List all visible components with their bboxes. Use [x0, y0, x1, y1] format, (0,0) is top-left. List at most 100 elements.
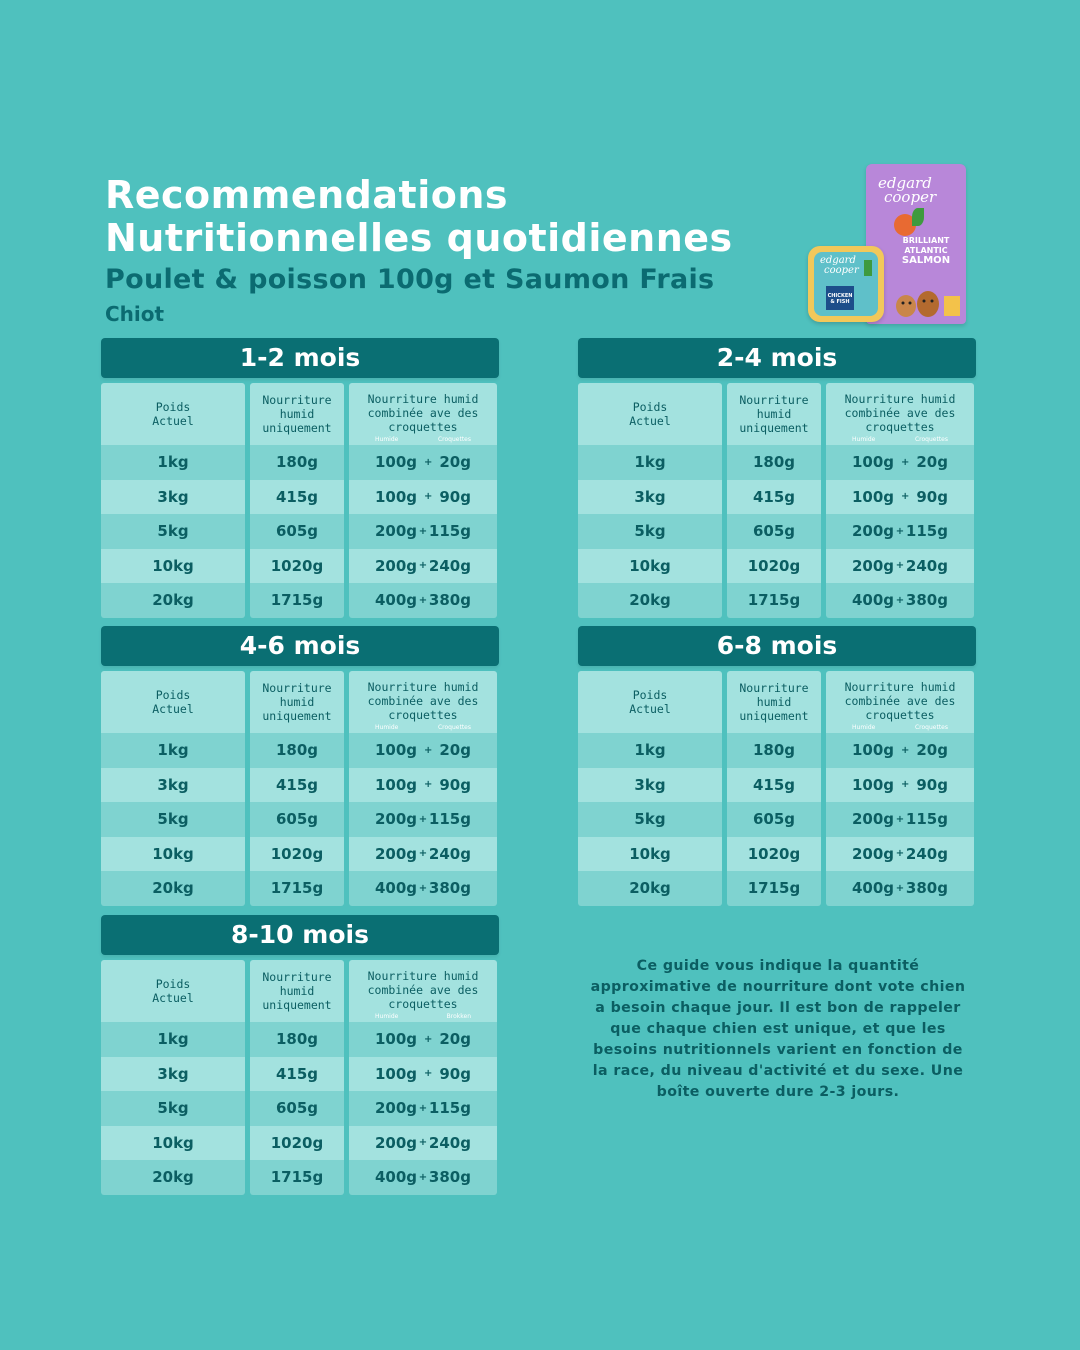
combined-dry-amount: 240g — [428, 1133, 471, 1152]
wet-only-column: Nourriture humid uniquement 180g 415g 605g 102… — [250, 671, 344, 906]
bag-brand-logo: edgard cooper — [878, 174, 937, 206]
combined-wet-amount: 400g — [852, 591, 895, 610]
combined-column: Nourriture humid combinée ave des croquett… — [349, 671, 497, 906]
weight-cell: 1kg — [101, 445, 245, 480]
weight-cell: 5kg — [101, 1091, 245, 1126]
wet-only-cell: 415g — [727, 479, 821, 514]
title-line-2: Nutritionnelles quotidiennes — [105, 216, 733, 260]
age-range-title: 8-10 mois — [101, 915, 499, 955]
combined-cell: 100g +90g — [349, 767, 497, 802]
plus-sign: + — [418, 1171, 428, 1183]
plus-sign: + — [418, 1137, 428, 1149]
guide-note: Ce guide vous indique la quantité approx… — [590, 958, 966, 1100]
wet-only-cell: 180g — [727, 733, 821, 768]
weight-cell: 1kg — [578, 445, 722, 480]
combined-cell: 200g +240g — [349, 1125, 497, 1160]
combined-sub-labels: Humide Croquettes — [375, 436, 471, 444]
weight-cell: 10kg — [101, 548, 245, 583]
combined-cell: 100g +20g — [826, 445, 974, 480]
combined-dry-amount: 240g — [905, 556, 948, 575]
weight-cell: 20kg — [101, 583, 245, 618]
combined-cell: 200g +115g — [349, 514, 497, 549]
plus-sign: + — [895, 525, 905, 537]
combined-wet-amount: 200g — [852, 556, 895, 575]
combined-wet-amount: 100g — [375, 775, 418, 794]
combined-wet-amount: 100g — [375, 1064, 418, 1083]
combined-dry-amount: 20g — [439, 741, 471, 760]
plus-sign: + — [424, 744, 433, 756]
combined-cell: 400g +380g — [349, 583, 497, 618]
combined-wet-amount: 100g — [375, 453, 418, 472]
dry-sub-label: Brokken — [446, 1013, 471, 1020]
wet-only-column: Nourriture humid uniquement 180g 415g 605g 102… — [250, 383, 344, 618]
plus-sign: + — [424, 1068, 433, 1080]
weight-cell: 5kg — [578, 514, 722, 549]
weight-column-header: Poids Actuel — [101, 383, 245, 445]
wet-only-cell: 415g — [250, 1056, 344, 1091]
wet-only-cell: 1715g — [727, 583, 821, 618]
combined-wet-amount: 400g — [852, 879, 895, 898]
title-line-1: Recommendations — [105, 173, 508, 217]
wet-only-cell: 605g — [250, 1091, 344, 1126]
plus-sign: + — [418, 882, 428, 894]
plus-sign: + — [424, 491, 433, 503]
weight-cell: 10kg — [101, 836, 245, 871]
table-body: Poids Actuel 1kg 3kg 5kg 10kg 20kg Nourriture hu… — [578, 383, 976, 618]
combined-wet-amount: 100g — [375, 741, 418, 760]
page-subtitle: Poulet & poisson 100g et Saumon Frais — [105, 264, 715, 295]
weight-column: Poids Actuel 1kg 3kg 5kg 10kg 20kg — [101, 960, 245, 1195]
weight-column-header: Poids Actuel — [101, 671, 245, 733]
combined-sub-labels: Humide Croquettes — [375, 724, 471, 732]
table-body: Poids Actuel 1kg 3kg 5kg 10kg 20kg Nourriture hu… — [101, 383, 499, 618]
combined-dry-amount: 90g — [916, 775, 948, 794]
wet-food-tray-image: edgard cooper CHICKEN & FISH — [808, 246, 884, 322]
combined-cell: 200g +240g — [349, 836, 497, 871]
wet-only-column-header: Nourriture humid uniquement — [250, 960, 344, 1022]
wet-only-cell: 1715g — [250, 871, 344, 906]
combined-dry-amount: 20g — [916, 453, 948, 472]
leaf-graphic — [912, 208, 924, 226]
combined-dry-amount: 380g — [905, 879, 948, 898]
combined-column: Nourriture humid combinée ave des croquett… — [826, 671, 974, 906]
combined-column: Nourriture humid combinée ave des croquett… — [826, 383, 974, 618]
combined-dry-amount: 115g — [905, 522, 948, 541]
plus-sign: + — [895, 594, 905, 606]
combined-dry-amount: 90g — [439, 775, 471, 794]
weight-column: Poids Actuel 1kg 3kg 5kg 10kg 20kg — [101, 671, 245, 906]
combined-cell: 100g +90g — [826, 767, 974, 802]
combined-wet-amount: 200g — [375, 1133, 418, 1152]
combined-sub-labels: Humide Croquettes — [852, 724, 948, 732]
combined-dry-amount: 240g — [905, 844, 948, 863]
feeding-table: 6-8 mois Poids Actuel 1kg 3kg 5kg 10kg 20kg Nour… — [578, 626, 976, 906]
age-range-title: 1-2 mois — [101, 338, 499, 378]
combined-sub-labels: Humide Brokken — [375, 1013, 471, 1021]
combined-cell: 100g +90g — [349, 479, 497, 514]
wet-only-cell: 1020g — [727, 836, 821, 871]
combined-cell: 100g +90g — [349, 1056, 497, 1091]
combined-dry-amount: 240g — [428, 556, 471, 575]
combined-wet-amount: 200g — [375, 522, 418, 541]
feeding-table: 4-6 mois Poids Actuel 1kg 3kg 5kg 10kg 20kg Nour… — [101, 626, 499, 906]
wet-only-cell: 1020g — [250, 548, 344, 583]
plus-sign: + — [418, 813, 428, 825]
combined-cell: 200g +115g — [349, 802, 497, 837]
tray-product-label: CHICKEN & FISH — [826, 286, 854, 310]
weight-cell: 5kg — [101, 802, 245, 837]
combined-wet-amount: 400g — [375, 1168, 418, 1187]
wet-only-cell: 1715g — [727, 871, 821, 906]
tray-tag — [864, 260, 872, 276]
combined-wet-amount: 200g — [375, 844, 418, 863]
weight-column-header: Poids Actuel — [578, 383, 722, 445]
wet-only-cell: 415g — [250, 479, 344, 514]
plus-sign: + — [418, 525, 428, 537]
combined-dry-amount: 20g — [439, 453, 471, 472]
combined-dry-amount: 115g — [428, 522, 471, 541]
wet-only-cell: 1020g — [250, 1125, 344, 1160]
fruit-graphic — [894, 214, 916, 236]
combined-cell: 200g +115g — [349, 1091, 497, 1126]
weight-cell: 20kg — [101, 871, 245, 906]
combined-column-header: Nourriture humid combinée ave des croquett… — [349, 383, 497, 445]
wet-only-cell: 415g — [250, 767, 344, 802]
combined-dry-amount: 115g — [428, 1099, 471, 1118]
wet-sub-label: Humide — [375, 436, 399, 443]
